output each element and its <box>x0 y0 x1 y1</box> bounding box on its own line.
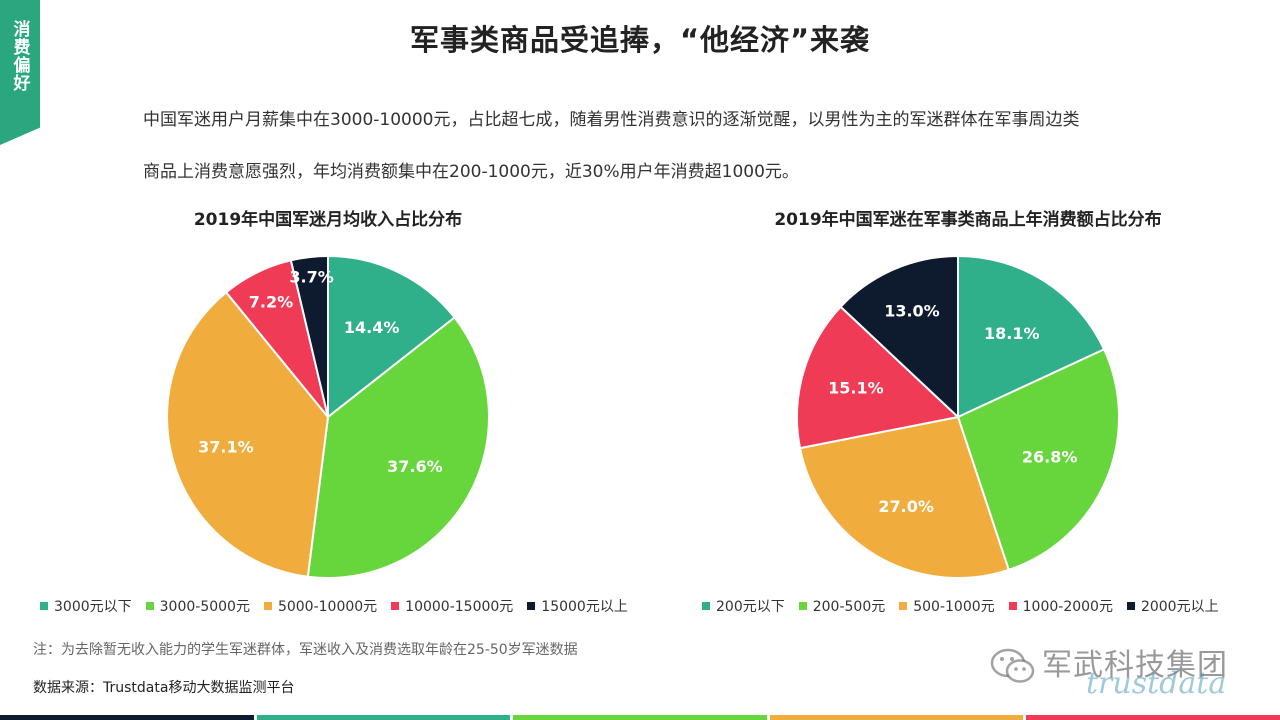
footnote: 注：为去除暂无收入能力的学生军迷群体，军迷收入及消费选取年龄在25-50岁军迷数… <box>33 642 578 658</box>
pie-slice-3 <box>166 290 330 578</box>
legend-swatch <box>145 602 154 610</box>
legend-label: 500-1000元 <box>913 599 995 615</box>
intro-text: 中国军迷用户月薪集中在3000-10000元，占比超七成，随着男性消费意识的逐渐… <box>143 94 1203 198</box>
legend-label: 3000-5000元 <box>159 599 250 615</box>
chart-1-title: 2019年中国军迷月均收入占比分布 <box>193 210 463 230</box>
data-source: 数据来源：Trustdata移动大数据监测平台 <box>33 680 295 696</box>
legend-label: 1000-2000元 <box>1022 599 1113 615</box>
pie-slice-2 <box>956 348 1120 572</box>
legend-swatch <box>527 602 536 610</box>
data-label-3: 27.0% <box>878 497 934 516</box>
pie-slice-1 <box>327 254 456 420</box>
legend-swatch <box>702 602 710 610</box>
section-tab-label: 消费偏好 <box>9 20 30 92</box>
legend-swatch <box>899 602 908 610</box>
legend-item: 10000-15000元 <box>391 596 513 616</box>
wechat-icon <box>990 648 1035 683</box>
legend-item: 1000-2000元 <box>1008 596 1113 616</box>
pie-slice-3 <box>798 415 1010 579</box>
pie-slice-5 <box>289 254 329 418</box>
pie-slice-2 <box>306 316 490 579</box>
data-label-3: 37.1% <box>198 437 254 456</box>
legend-swatch <box>1008 602 1017 610</box>
data-label-1: 18.1% <box>984 324 1040 343</box>
legend-label: 15000元以上 <box>541 599 628 615</box>
section-tab: 消费偏好 <box>0 0 40 145</box>
legend-item: 5000-10000元 <box>263 596 378 616</box>
legend-swatch <box>1126 602 1135 610</box>
chart-2-title: 2019年中国军迷在军事类商品上年消费额占比分布 <box>774 210 1162 230</box>
data-label-5: 13.0% <box>884 302 940 321</box>
legend-item: 200元以下 <box>702 596 785 616</box>
legend-item: 200-500元 <box>798 596 886 616</box>
legend-swatch <box>40 602 48 610</box>
legend-label: 200-500元 <box>812 599 886 615</box>
legend-swatch <box>263 602 272 610</box>
legend-swatch <box>798 602 807 610</box>
bottom-bar-segment <box>769 715 1024 720</box>
legend-label: 10000-15000元 <box>405 599 514 615</box>
legend-label: 3000元以下 <box>54 599 132 615</box>
bottom-bar-segment <box>0 715 254 720</box>
intro-line-1: 中国军迷用户月薪集中在3000-10000元，占比超七成，随着男性消费意识的逐渐… <box>143 110 1080 130</box>
trustdata-logo: trustdata <box>1086 666 1227 701</box>
data-label-2: 26.8% <box>1022 448 1078 467</box>
legend-item: 500-1000元 <box>899 596 995 616</box>
legend-item: 3000-5000元 <box>145 596 250 616</box>
spending-legend: 200元以下 200-500元 500-1000元 1000-2000元 2000元以上 <box>702 596 1219 616</box>
legend-item: 3000元以下 <box>40 596 132 616</box>
legend-label: 5000-10000元 <box>277 599 378 615</box>
legend-label: 200元以下 <box>716 599 785 615</box>
bottom-color-bar <box>0 715 1280 720</box>
intro-line-2: 商品上消费意愿强烈，年均消费额集中在200-1000元，近30%用户年消费超10… <box>143 162 799 182</box>
data-label-2: 37.6% <box>387 457 443 476</box>
pie-slice-1 <box>957 254 1106 419</box>
data-label-1: 14.4% <box>344 318 400 337</box>
pie-slice-4 <box>796 305 961 450</box>
pie-slice-5 <box>839 254 959 420</box>
page-title: 军事类商品受追捧，“他经济”来袭 <box>409 23 871 57</box>
bottom-bar-segment <box>513 715 767 720</box>
watermark: 军武科技集团 trustdata <box>990 640 1240 701</box>
legend-swatch <box>391 602 400 610</box>
watermark-text: 军武科技集团 <box>1042 648 1228 683</box>
income-legend: 3000元以下 3000-5000元 5000-10000元 10000-15000元… <box>40 596 628 616</box>
bottom-bar-segment <box>1026 715 1280 720</box>
bottom-bar-segment <box>256 715 511 720</box>
legend-label: 2000元以上 <box>1140 599 1219 615</box>
data-label-4: 7.2% <box>249 293 293 312</box>
data-label-5: 3.7% <box>289 267 333 286</box>
data-label-4: 15.1% <box>828 379 884 398</box>
legend-item: 15000元以上 <box>527 596 628 616</box>
legend-item: 2000元以上 <box>1126 596 1219 616</box>
